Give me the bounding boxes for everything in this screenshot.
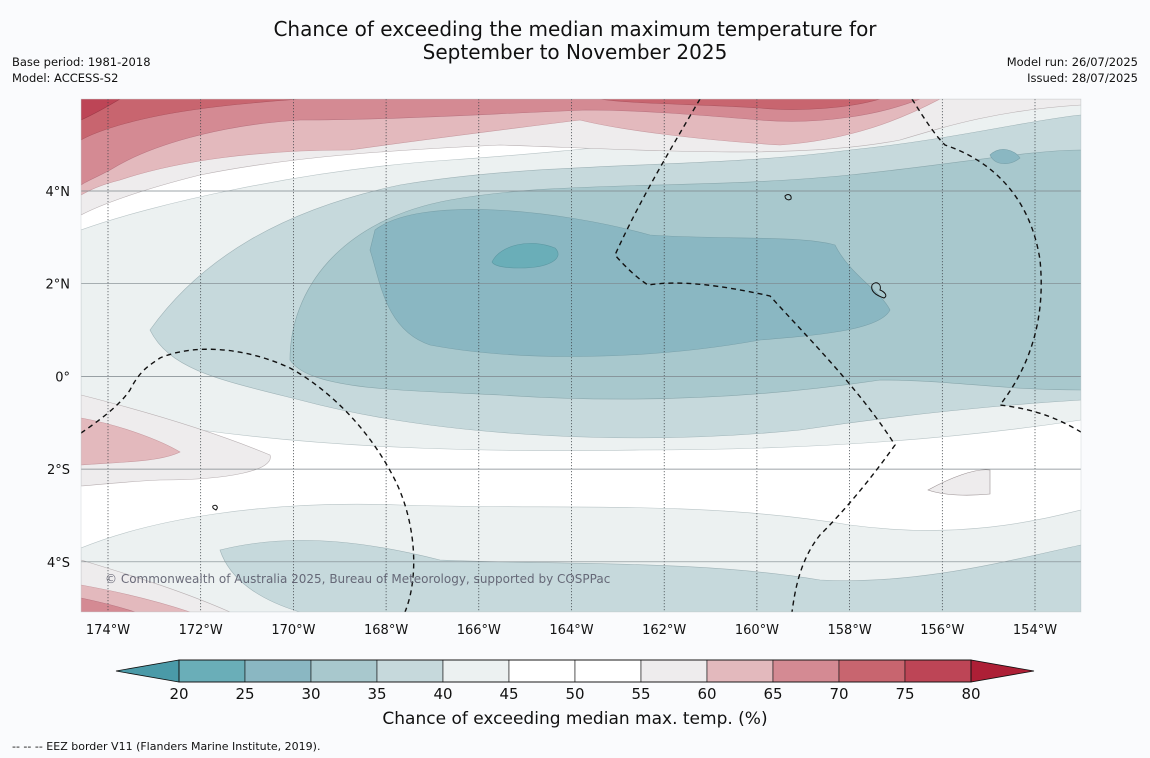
colorbar-segment bbox=[838, 659, 906, 683]
contour-20-25-patch bbox=[491, 243, 559, 269]
colorbar-segment bbox=[442, 659, 510, 683]
latitude-tick-label: 4°N bbox=[46, 185, 71, 200]
colorbar-frame bbox=[178, 659, 972, 683]
colorbar-tick-label: 80 bbox=[961, 685, 980, 703]
island-atoll bbox=[871, 282, 887, 299]
colorbar-high-arrow bbox=[970, 659, 1035, 683]
longitude-tick-label: 166°W bbox=[457, 623, 501, 638]
island-north bbox=[784, 194, 792, 201]
colorbar: 20 25 30 35 40 45 50 55 60 65 70 75 80 bbox=[115, 659, 1035, 703]
island-southwest bbox=[212, 504, 218, 511]
model-label: Model: ACCESS-S2 bbox=[12, 71, 119, 85]
title-line-1: Chance of exceeding the median maximum t… bbox=[273, 17, 877, 41]
colorbar-segment bbox=[310, 659, 378, 683]
contour-20-25-patch-east bbox=[989, 149, 1021, 164]
colorbar-segment bbox=[640, 659, 708, 683]
contour-25-30 bbox=[369, 209, 891, 357]
latitude-tick-label: 2°S bbox=[47, 463, 70, 478]
meta-right: Model run: 26/07/2025 Issued: 28/07/2025 bbox=[1007, 54, 1138, 86]
longitude-tick-label: 154°W bbox=[1013, 623, 1057, 638]
eez-border-central bbox=[614, 99, 896, 612]
colorbar-tick-label: 60 bbox=[697, 685, 716, 703]
latitude-tick-label: 2°N bbox=[46, 278, 71, 293]
colorbar-low-arrow bbox=[115, 659, 180, 683]
chart-title: Chance of exceeding the median maximum t… bbox=[0, 18, 1150, 64]
colorbar-tick-label: 30 bbox=[301, 685, 320, 703]
colorbar-tick-label: 45 bbox=[499, 685, 518, 703]
longitude-tick-label: 174°W bbox=[86, 623, 130, 638]
colorbar-tick-label: 50 bbox=[565, 685, 584, 703]
colorbar-tick-label: 65 bbox=[763, 685, 782, 703]
contour-55-60-west bbox=[81, 394, 271, 487]
longitude-tick-label: 164°W bbox=[549, 623, 593, 638]
longitude-labels: 174°W 172°W 170°W 168°W 166°W 164°W 162°W 160°W… bbox=[86, 623, 1057, 638]
colorbar-segment bbox=[706, 659, 774, 683]
longitude-tick-label: 158°W bbox=[828, 623, 872, 638]
contour-65-70-sw bbox=[81, 597, 136, 612]
longitude-tick-label: 172°W bbox=[179, 623, 223, 638]
contour-65-70-north bbox=[81, 99, 921, 186]
eez-border-west bbox=[81, 348, 415, 612]
legend-title: Chance of exceeding median max. temp. (%… bbox=[382, 709, 768, 729]
colorbar-tick-label: 25 bbox=[235, 685, 254, 703]
map-area bbox=[81, 99, 1081, 612]
latitude-labels: 4°N 2°N 0° 2°S 4°S bbox=[46, 185, 71, 571]
model-run-label: Model run: 26/07/2025 bbox=[1006, 55, 1138, 69]
title-line-2: September to November 2025 bbox=[422, 40, 728, 64]
longitude-tick-label: 162°W bbox=[642, 623, 686, 638]
colorbar-segment bbox=[376, 659, 444, 683]
copyright-notice: © Commonwealth of Australia 2025, Bureau… bbox=[105, 572, 610, 586]
colorbar-segment bbox=[904, 659, 972, 683]
issued-label: Issued: 28/07/2025 bbox=[1027, 71, 1138, 85]
longitude-tick-label: 168°W bbox=[364, 623, 408, 638]
contour-60-65-north bbox=[81, 99, 941, 196]
graticule bbox=[81, 99, 1081, 612]
colorbar-tick-label: 40 bbox=[433, 685, 452, 703]
colorbar-segment bbox=[244, 659, 312, 683]
map-frame bbox=[80, 98, 1082, 613]
colorbar-tick-label: 55 bbox=[631, 685, 650, 703]
latitude-tick-label: 4°S bbox=[47, 556, 70, 571]
longitude-tick-label: 160°W bbox=[735, 623, 779, 638]
colorbar-tick-label: 70 bbox=[829, 685, 848, 703]
base-period-label: Base period: 1981-2018 bbox=[12, 55, 151, 69]
colorbar-tick-label: 75 bbox=[895, 685, 914, 703]
eez-border-east bbox=[911, 99, 1081, 433]
colorbar-segment bbox=[508, 659, 576, 683]
contour-60-65-west bbox=[81, 417, 181, 466]
colorbar-segment bbox=[178, 659, 246, 683]
contour-55-60-east-patch bbox=[927, 469, 991, 496]
longitude-tick-label: 156°W bbox=[920, 623, 964, 638]
longitude-tick-label: 170°W bbox=[271, 623, 315, 638]
meta-left: Base period: 1981-2018 Model: ACCESS-S2 bbox=[12, 54, 151, 86]
latitude-tick-label: 0° bbox=[55, 370, 70, 385]
colorbar-segment bbox=[772, 659, 840, 683]
colorbar-segment bbox=[574, 659, 642, 683]
colorbar-tick-label: 20 bbox=[169, 685, 188, 703]
colorbar-tick-label: 35 bbox=[367, 685, 386, 703]
eez-footnote: -- -- -- EEZ border V11 (Flanders Marine… bbox=[12, 740, 321, 753]
